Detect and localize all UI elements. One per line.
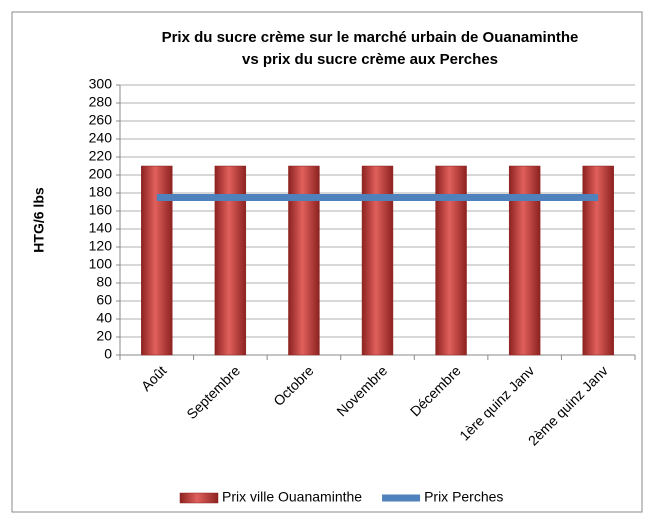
chart-title: vs prix du sucre crème aux Perches — [242, 51, 498, 68]
y-tick-label: 20 — [96, 328, 112, 344]
legend-label: Prix ville Ouanaminthe — [222, 489, 362, 505]
y-tick-label: 260 — [89, 112, 113, 128]
y-tick-label: 180 — [89, 184, 113, 200]
legend-label: Prix Perches — [424, 489, 503, 505]
y-tick-label: 0 — [104, 346, 112, 362]
y-tick-label: 280 — [89, 94, 113, 110]
y-axis-label: HTG/6 lbs — [31, 187, 47, 253]
y-tick-label: 140 — [89, 220, 113, 236]
y-tick-label: 200 — [89, 166, 113, 182]
y-tick-label: 100 — [89, 256, 113, 272]
y-tick-label: 120 — [89, 238, 113, 254]
legend-swatch — [179, 492, 219, 504]
y-tick-label: 220 — [89, 148, 113, 164]
y-tick-label: 160 — [89, 202, 113, 218]
y-tick-label: 60 — [96, 292, 112, 308]
chart-title: Prix du sucre crème sur le marché urbain… — [162, 29, 579, 46]
y-tick-label: 80 — [96, 274, 112, 290]
y-tick-label: 300 — [89, 76, 113, 92]
y-tick-label: 240 — [89, 130, 113, 146]
y-tick-label: 40 — [96, 310, 112, 326]
